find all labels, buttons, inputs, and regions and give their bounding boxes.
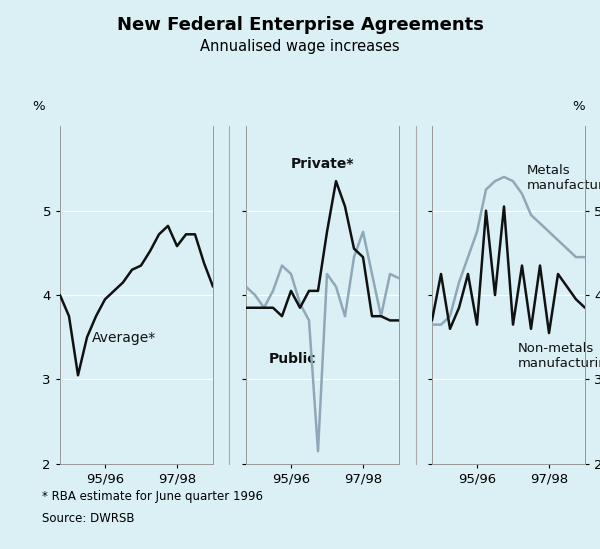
Text: %: % [32,99,46,113]
Text: Private*: Private* [291,158,354,171]
Text: Non-metals
manufacturing: Non-metals manufacturing [517,341,600,369]
Text: Source: DWRSB: Source: DWRSB [42,512,134,525]
Text: Public: Public [269,351,316,366]
Text: New Federal Enterprise Agreements: New Federal Enterprise Agreements [116,16,484,33]
Text: Metals
manufacturing: Metals manufacturing [527,164,600,192]
Text: * RBA estimate for June quarter 1996: * RBA estimate for June quarter 1996 [42,490,263,503]
Text: %: % [572,99,586,113]
Text: Average*: Average* [91,330,156,345]
Text: Annualised wage increases: Annualised wage increases [200,39,400,54]
